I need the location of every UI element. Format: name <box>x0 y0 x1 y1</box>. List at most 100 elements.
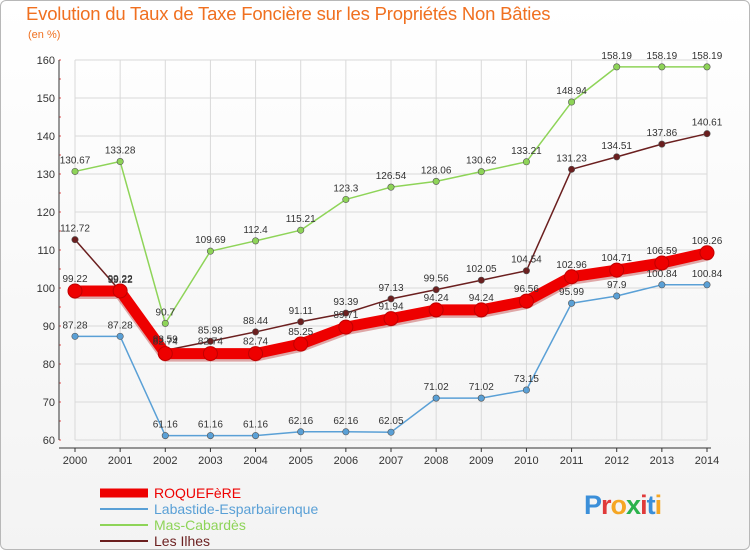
data-point <box>387 295 395 303</box>
x-tick-label: 2001 <box>108 455 132 467</box>
data-point <box>116 332 124 340</box>
y-tick-label: 120 <box>37 207 55 219</box>
y-tick-label: 160 <box>37 55 55 67</box>
data-label: 99.56 <box>424 274 449 285</box>
data-point <box>116 158 124 166</box>
x-tick-label: 2007 <box>379 455 403 467</box>
data-point <box>568 98 576 106</box>
data-point <box>703 130 711 138</box>
y-tick-label: 70 <box>43 397 55 409</box>
data-label: 97.9 <box>607 280 627 291</box>
data-label: 88.44 <box>243 316 268 327</box>
data-point <box>473 302 489 318</box>
data-point <box>564 269 580 285</box>
legend-label: ROQUEFèRE <box>154 485 241 501</box>
data-label: 61.16 <box>243 420 268 431</box>
data-label: 99.22 <box>108 275 133 286</box>
data-label: 91.11 <box>289 306 314 317</box>
data-point <box>387 428 395 436</box>
data-point <box>206 337 214 345</box>
data-label: 87.28 <box>108 320 133 331</box>
data-point <box>613 292 621 300</box>
data-point <box>568 165 576 173</box>
data-point <box>252 328 260 336</box>
data-label: 112.4 <box>243 225 268 236</box>
legend-label: Labastide-Esparbairenque <box>154 501 318 517</box>
data-point <box>297 318 305 326</box>
data-label: 95.99 <box>559 287 584 298</box>
data-label: 133.28 <box>105 146 136 157</box>
data-label: 73.15 <box>514 374 539 385</box>
data-point <box>71 236 79 244</box>
data-label: 99.22 <box>62 274 87 285</box>
data-point <box>699 245 715 261</box>
data-point <box>293 336 309 352</box>
data-label: 90.7 <box>156 307 176 318</box>
data-label: 83.59 <box>153 334 178 345</box>
data-point <box>206 432 214 440</box>
x-tick-label: 2009 <box>469 455 493 467</box>
data-label: 123.3 <box>333 183 358 194</box>
y-tick-label: 90 <box>43 321 55 333</box>
x-tick-label: 2003 <box>198 455 222 467</box>
data-point <box>477 168 485 176</box>
x-tick-label: 2004 <box>243 455 267 467</box>
data-label: 112.72 <box>60 224 90 235</box>
data-point <box>613 153 621 161</box>
data-point <box>71 332 79 340</box>
data-point <box>522 158 530 166</box>
data-label: 158.19 <box>692 51 723 62</box>
data-label: 99.22 <box>108 274 133 285</box>
data-label: 62.16 <box>333 416 358 427</box>
data-label: 109.26 <box>692 236 723 247</box>
data-point <box>609 262 625 278</box>
data-label: 104.54 <box>511 255 542 266</box>
data-point <box>432 394 440 402</box>
data-point <box>206 247 214 255</box>
y-tick-label: 110 <box>37 245 55 257</box>
x-tick-label: 2013 <box>650 455 674 467</box>
data-label: 87.28 <box>62 320 87 331</box>
data-label: 109.69 <box>195 235 226 246</box>
x-tick-label: 2006 <box>334 455 358 467</box>
data-label: 134.51 <box>601 141 632 152</box>
x-tick-label: 2005 <box>288 455 312 467</box>
data-point <box>658 140 666 148</box>
data-label: 130.62 <box>466 156 497 167</box>
data-point <box>477 276 485 284</box>
data-point <box>67 283 83 299</box>
legend-label: Les Ilhes <box>154 533 210 549</box>
x-tick-label: 2002 <box>153 455 177 467</box>
data-label: 100.84 <box>647 269 678 280</box>
data-label: 71.02 <box>424 382 449 393</box>
data-point <box>252 432 260 440</box>
data-label: 126.54 <box>376 171 407 182</box>
data-point <box>297 226 305 234</box>
data-label: 96.56 <box>514 284 539 295</box>
data-label: 82.74 <box>243 337 268 348</box>
data-label: 130.67 <box>60 155 91 166</box>
data-label: 148.94 <box>556 86 587 97</box>
data-label: 61.16 <box>153 420 178 431</box>
data-point <box>703 63 711 71</box>
data-label: 91.94 <box>378 302 403 313</box>
data-point <box>432 177 440 185</box>
data-point <box>202 346 218 362</box>
chart-title: Evolution du Taux de Taxe Foncière sur l… <box>26 3 551 24</box>
y-tick-label: 130 <box>37 169 55 181</box>
data-label: 158.19 <box>601 51 632 62</box>
data-label: 82.74 <box>198 337 223 348</box>
data-point <box>522 386 530 394</box>
data-label: 94.24 <box>469 293 494 304</box>
data-point <box>342 309 350 317</box>
data-point <box>338 319 354 335</box>
data-point <box>248 346 264 362</box>
data-label: 158.19 <box>647 51 678 62</box>
data-label: 104.71 <box>601 253 632 264</box>
data-point <box>568 299 576 307</box>
x-tick-label: 2014 <box>695 455 719 467</box>
data-label: 82.74 <box>153 337 178 348</box>
data-point <box>342 428 350 436</box>
y-tick-label: 60 <box>43 435 55 447</box>
